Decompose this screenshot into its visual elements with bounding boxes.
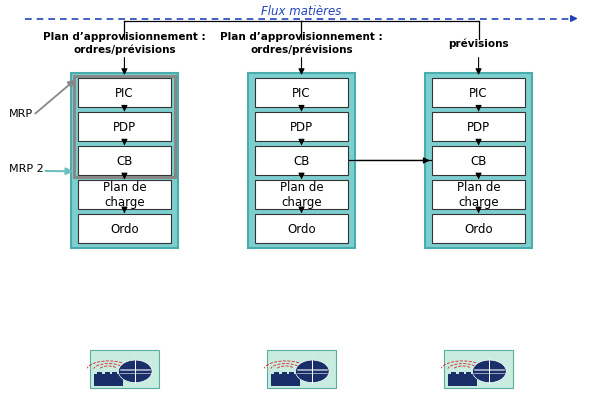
Bar [255, 113, 348, 142]
Bar [432, 113, 525, 142]
Circle shape [118, 360, 152, 383]
Text: PDP: PDP [290, 121, 313, 134]
Bar [105, 372, 110, 379]
Circle shape [295, 360, 329, 383]
Bar [255, 147, 348, 175]
Text: PDP: PDP [113, 121, 136, 134]
Bar [271, 374, 300, 386]
Bar [451, 372, 456, 379]
Text: Ordo: Ordo [110, 222, 139, 235]
Bar [255, 79, 348, 108]
Bar [94, 374, 123, 386]
Bar [78, 214, 171, 243]
Text: prévisions: prévisions [448, 38, 509, 49]
Bar [289, 372, 294, 379]
Text: CB: CB [470, 155, 487, 168]
Text: PIC: PIC [115, 87, 134, 100]
Text: Plan d’approvisionnement :
ordres/prévisions: Plan d’approvisionnement : ordres/prévis… [43, 32, 206, 55]
Text: Flux matières: Flux matières [261, 5, 342, 18]
Text: PIC: PIC [292, 87, 311, 100]
Bar [112, 372, 117, 379]
Bar [448, 374, 477, 386]
Bar [78, 79, 171, 108]
Bar [78, 113, 171, 142]
Text: Plan d’approvisionnement :
ordres/prévisions: Plan d’approvisionnement : ordres/prévis… [220, 32, 383, 55]
Circle shape [473, 360, 506, 383]
Bar [78, 180, 171, 209]
Text: CB: CB [116, 155, 133, 168]
Bar [274, 372, 279, 379]
Text: CB: CB [293, 155, 310, 168]
Bar [459, 372, 464, 379]
Text: MRP 2: MRP 2 [9, 163, 44, 173]
Bar [74, 77, 174, 178]
Bar [432, 147, 525, 175]
Bar [255, 214, 348, 243]
Text: Plan de
charge: Plan de charge [103, 181, 147, 209]
Bar [425, 74, 532, 248]
Bar [97, 372, 102, 379]
Bar [432, 214, 525, 243]
Text: Ordo: Ordo [464, 222, 493, 235]
Text: Ordo: Ordo [287, 222, 316, 235]
Text: Plan de
charge: Plan de charge [456, 181, 500, 209]
Bar [90, 350, 159, 388]
Text: PIC: PIC [469, 87, 488, 100]
Text: Plan de
charge: Plan de charge [280, 181, 323, 209]
Bar [255, 180, 348, 209]
Bar [248, 74, 355, 248]
Bar [267, 350, 336, 388]
Bar [282, 372, 287, 379]
Text: PDP: PDP [467, 121, 490, 134]
Bar [444, 350, 513, 388]
Bar [466, 372, 471, 379]
Bar [432, 79, 525, 108]
Text: MRP: MRP [9, 109, 33, 119]
Bar [71, 74, 178, 248]
Bar [432, 180, 525, 209]
Bar [78, 147, 171, 175]
